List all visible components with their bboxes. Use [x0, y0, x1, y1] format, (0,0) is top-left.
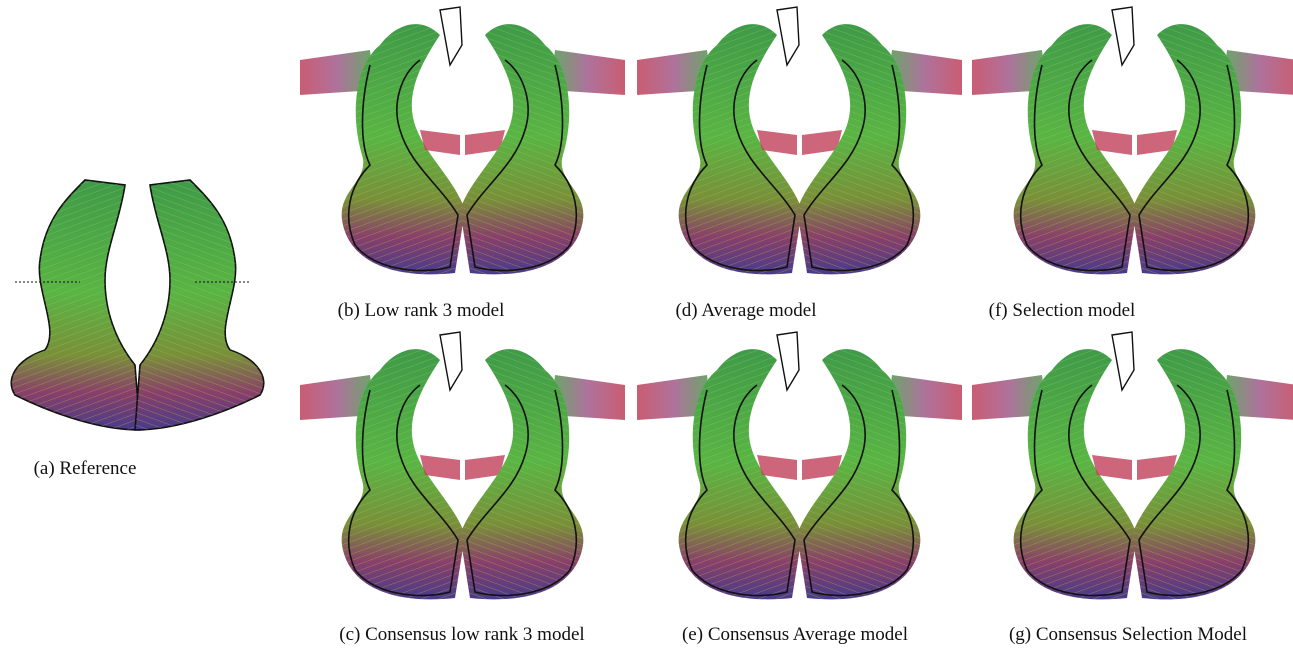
panel-a-image	[11, 180, 264, 430]
panel-b-image	[300, 7, 625, 274]
figure: (a) Reference (b) Low rank 3 model (c) C…	[0, 0, 1293, 646]
panel-d-image	[637, 7, 962, 274]
caption: (c) Consensus low rank 3 model	[339, 624, 584, 645]
panel-f-image	[972, 7, 1293, 274]
caption: (g) Consensus Selection Model	[1009, 624, 1247, 645]
caption: (b) Low rank 3 model	[338, 300, 505, 321]
caption: (e) Consensus Average model	[682, 624, 908, 645]
caption: (f) Selection model	[989, 300, 1136, 321]
tract-left	[11, 180, 140, 430]
panel-c-image	[300, 332, 625, 599]
caption: (d) Average model	[675, 300, 816, 321]
tract-right	[135, 180, 264, 430]
panel-e-image	[637, 332, 962, 599]
page: (a) Reference (b) Low rank 3 model (c) C…	[0, 0, 1293, 646]
panel-g-image	[972, 332, 1293, 599]
caption: (a) Reference	[34, 458, 137, 479]
